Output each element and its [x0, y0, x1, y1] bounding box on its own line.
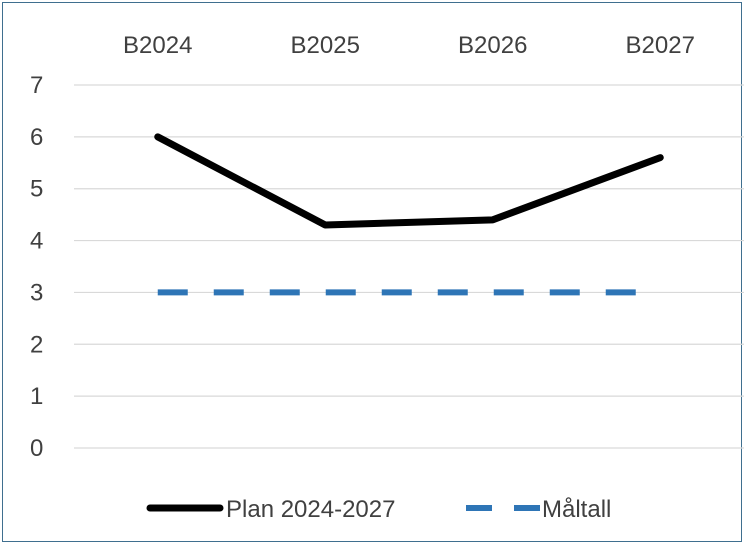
y-tick-label: 2 — [30, 331, 43, 358]
x-tick-label: B2025 — [291, 32, 360, 59]
legend-label-maltall: Måltall — [542, 496, 611, 523]
y-tick-label: 6 — [30, 124, 43, 151]
y-tick-label: 7 — [30, 72, 43, 99]
x-tick-label: B2024 — [123, 32, 192, 59]
x-tick-label: B2026 — [458, 32, 527, 59]
y-tick-label: 5 — [30, 176, 43, 203]
series-line-plan — [154, 133, 664, 229]
y-tick-label: 3 — [30, 279, 43, 306]
y-tick-label: 0 — [30, 435, 43, 462]
y-tick-label: 4 — [30, 228, 43, 255]
x-tick-label: B2027 — [626, 32, 695, 59]
legend-label-plan: Plan 2024-2027 — [226, 496, 395, 523]
y-tick-label: 1 — [30, 383, 43, 410]
